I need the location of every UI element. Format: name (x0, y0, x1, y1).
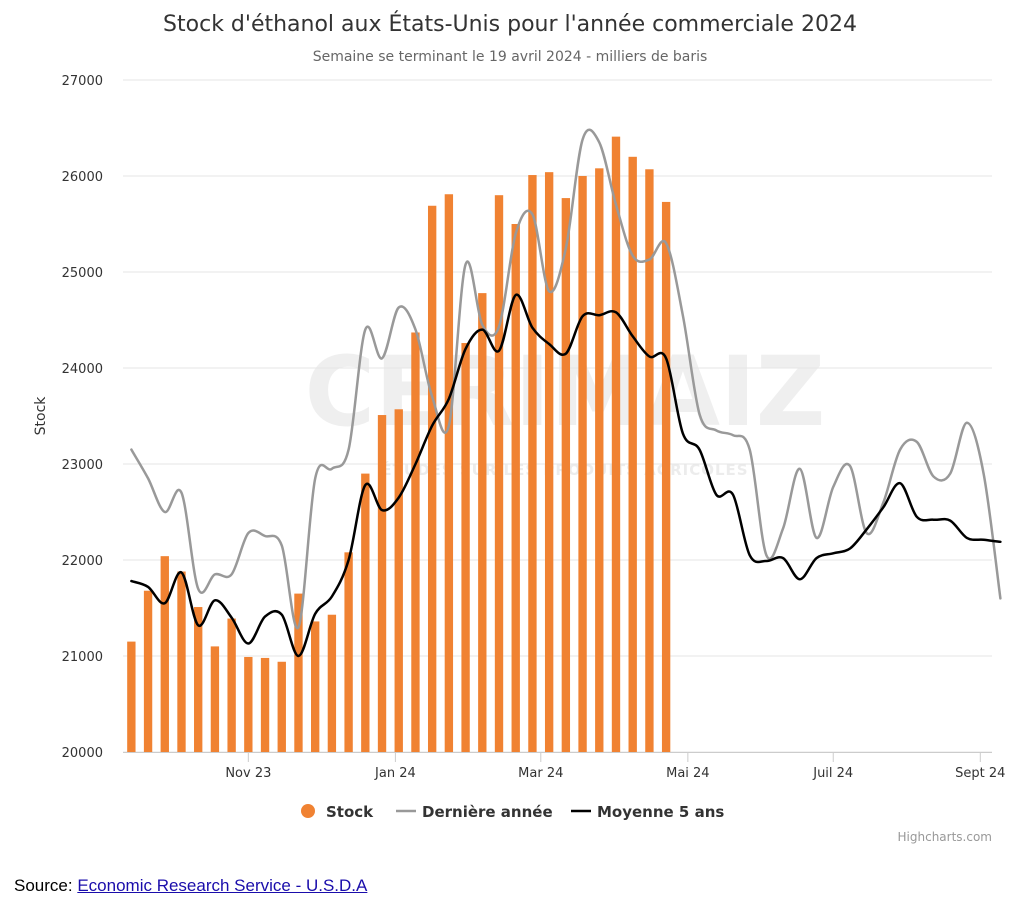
legend-label: Stock (326, 803, 374, 821)
source-link[interactable]: Economic Research Service - U.S.D.A (77, 876, 368, 895)
stock-bar[interactable] (277, 661, 286, 752)
legend-item[interactable]: Stock (301, 803, 374, 821)
stock-bar[interactable] (645, 169, 654, 752)
stock-bar[interactable] (294, 593, 303, 752)
stock-bar[interactable] (244, 656, 253, 752)
y-tick-label: 27000 (62, 74, 103, 89)
y-tick-label: 21000 (62, 650, 103, 665)
stock-bar[interactable] (227, 618, 236, 752)
stock-bar[interactable] (427, 205, 437, 752)
stock-bar[interactable] (494, 195, 504, 752)
stock-bar[interactable] (394, 409, 403, 752)
stock-bar[interactable] (194, 607, 203, 752)
y-tick-label: 25000 (62, 266, 103, 281)
y-axis-title: Stock (33, 396, 49, 436)
stock-bar[interactable] (628, 156, 637, 753)
x-axis: Nov 23 Jan 24 Mar 24 Mai 24 Juil 24 Sept 24 (123, 752, 1005, 781)
x-tick-label: Mar 24 (518, 766, 563, 781)
chart-subtitle: Semaine se terminant le 19 avril 2024 - … (313, 49, 708, 65)
stock-bar[interactable] (511, 224, 520, 752)
y-tick-label: 23000 (62, 458, 103, 473)
x-tick-label: Jan 24 (374, 766, 416, 781)
stock-bar[interactable] (127, 641, 136, 752)
series-lines (130, 128, 1002, 658)
legend-item[interactable]: Moyenne 5 ans (571, 803, 724, 821)
stock-bar[interactable] (595, 168, 604, 752)
stock-bar[interactable] (411, 332, 420, 752)
y-tick-label: 20000 (62, 746, 103, 761)
chart-title: Stock d'éthanol aux États-Unis pour l'an… (163, 11, 857, 37)
source-line: Source: Economic Research Service - U.S.… (14, 876, 367, 896)
stock-bar[interactable] (344, 552, 353, 752)
stock-bar[interactable] (561, 198, 571, 752)
chart: CERIMAIZ ÉTUDES SUR LES PRODUITS AGRICOL… (33, 11, 1005, 844)
x-tick-label: Juil 24 (812, 766, 853, 781)
stock-bar[interactable] (210, 646, 220, 752)
y-tick-label: 22000 (62, 554, 103, 569)
stock-bar[interactable] (528, 175, 537, 753)
stock-bar[interactable] (311, 621, 320, 752)
credits-link[interactable]: Highcharts.com (898, 830, 992, 844)
legend-item[interactable]: Dernière année (396, 803, 553, 821)
stock-bar[interactable] (461, 343, 470, 752)
stock-bar[interactable] (260, 657, 270, 752)
stock-bar[interactable] (327, 614, 337, 752)
y-tick-label: 24000 (62, 362, 103, 377)
legend-label: Moyenne 5 ans (597, 803, 724, 821)
stock-bar[interactable] (611, 136, 621, 752)
stock-bar[interactable] (177, 571, 186, 752)
legend-label: Dernière année (422, 803, 553, 821)
last-year-line[interactable] (130, 128, 1002, 630)
stock-bar[interactable] (578, 176, 587, 752)
stock-bar[interactable] (478, 293, 487, 752)
x-tick-label: Nov 23 (225, 766, 271, 781)
x-tick-label: Mai 24 (666, 766, 709, 781)
y-tick-label: 26000 (62, 170, 103, 185)
stock-bar[interactable] (544, 172, 554, 752)
legend-marker (301, 804, 315, 818)
stock-bar[interactable] (661, 201, 671, 753)
stock-bar[interactable] (377, 415, 387, 752)
x-tick-label: Sept 24 (955, 766, 1005, 781)
stock-bar[interactable] (160, 556, 169, 752)
y-axis: 20000 21000 22000 23000 24000 25000 26000 27000 (62, 74, 103, 761)
five-year-average-line[interactable] (130, 293, 1002, 658)
source-label: Source: (14, 876, 73, 895)
stock-bar[interactable] (361, 473, 370, 752)
legend: Stock Dernière année Moyenne 5 ans (301, 803, 724, 821)
stock-bar[interactable] (143, 590, 153, 752)
stock-bars (127, 136, 671, 753)
stock-bar[interactable] (444, 194, 454, 753)
